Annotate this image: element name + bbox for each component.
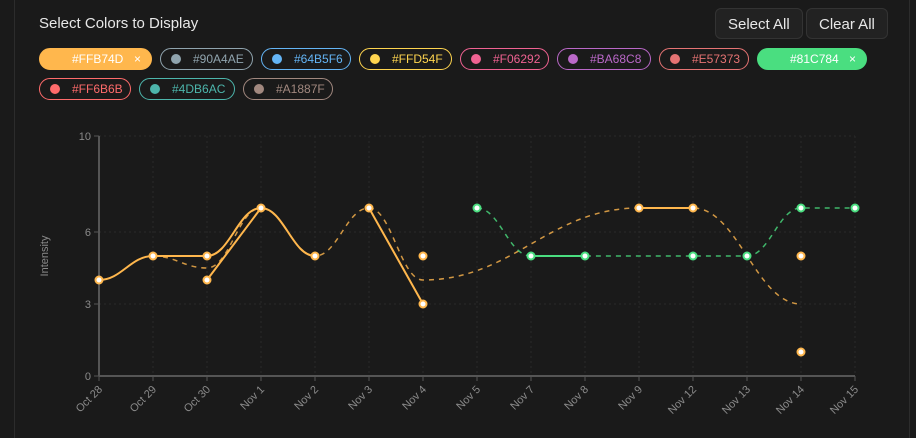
data-point — [688, 203, 698, 213]
series-line — [206, 207, 262, 281]
color-chip[interactable]: #F06292 — [460, 48, 549, 70]
color-swatch-icon — [568, 54, 578, 64]
color-chip[interactable]: #A1887F — [243, 78, 333, 100]
x-tick-label: Nov 9 — [616, 384, 645, 413]
color-swatch-icon — [370, 54, 380, 64]
x-tick-label: Nov 2 — [292, 384, 321, 413]
close-icon[interactable]: × — [848, 52, 856, 66]
data-point — [796, 251, 806, 261]
chip-label: #81C784 — [790, 52, 839, 66]
color-chip[interactable]: #81C784 × — [757, 48, 867, 70]
x-tick-label: Nov 12 — [666, 384, 699, 417]
y-tick-label: 3 — [85, 299, 91, 311]
chip-label: #E57373 — [692, 52, 741, 66]
y-tick-label: 0 — [85, 371, 91, 383]
data-point — [796, 203, 806, 213]
color-swatch-icon — [50, 84, 60, 94]
data-point — [418, 299, 428, 309]
data-point — [634, 203, 644, 213]
data-point — [256, 203, 266, 213]
chart-panel — [14, 0, 910, 438]
x-tick-label: Nov 15 — [828, 384, 861, 417]
y-axis-label: Intensity — [39, 235, 51, 276]
data-point — [94, 275, 104, 285]
panel-title: Select Colors to Display — [39, 15, 199, 32]
color-swatch-icon — [670, 54, 680, 64]
data-point — [580, 251, 590, 261]
x-tick-label: Oct 30 — [182, 384, 213, 415]
data-point — [202, 251, 212, 261]
x-tick-label: Nov 13 — [720, 384, 753, 417]
color-chip[interactable]: #4DB6AC — [139, 78, 235, 100]
x-tick-label: Oct 28 — [74, 384, 105, 415]
chip-label: #FF6B6B — [72, 82, 123, 96]
y-tick-label: 10 — [79, 131, 91, 143]
color-swatch-icon — [272, 54, 282, 64]
x-tick-label: Nov 7 — [508, 384, 537, 413]
trend-line — [476, 207, 855, 257]
color-chip[interactable]: #FFB74D × — [39, 48, 152, 70]
x-tick-label: Oct 29 — [128, 384, 159, 415]
color-swatch-icon — [254, 84, 264, 94]
data-point — [742, 251, 752, 261]
x-tick-label: Nov 1 — [238, 384, 267, 413]
x-tick-label: Nov 4 — [400, 384, 429, 413]
chip-label: #4DB6AC — [172, 82, 226, 96]
data-point — [526, 251, 536, 261]
x-tick-label: Nov 8 — [562, 384, 591, 413]
color-chip[interactable]: #FF6B6B — [39, 78, 131, 100]
color-swatch-icon — [471, 54, 481, 64]
series-line — [98, 206, 316, 281]
y-tick-label: 6 — [85, 227, 91, 239]
series-line — [368, 207, 424, 305]
color-chip[interactable]: #FFD54F — [359, 48, 452, 70]
color-swatch-icon — [150, 84, 160, 94]
data-point — [688, 251, 698, 261]
data-point — [310, 251, 320, 261]
data-point — [850, 203, 860, 213]
data-point — [148, 251, 158, 261]
x-tick-label: Nov 3 — [346, 384, 375, 413]
data-point — [202, 275, 212, 285]
chip-label: #FFB74D — [72, 52, 124, 66]
data-point — [364, 203, 374, 213]
close-icon[interactable]: × — [133, 52, 141, 66]
chip-label: #FFD54F — [392, 52, 443, 66]
x-tick-label: Nov 14 — [774, 384, 807, 417]
select-all-button[interactable]: Select All — [715, 8, 803, 39]
chip-label: #BA68C8 — [590, 52, 642, 66]
data-point — [472, 203, 482, 213]
color-swatch-icon — [171, 54, 181, 64]
color-chip[interactable]: #BA68C8 — [557, 48, 651, 70]
chip-label: #F06292 — [493, 52, 541, 66]
chip-label: #64B5F6 — [294, 52, 343, 66]
color-chip[interactable]: #90A4AE — [160, 48, 253, 70]
data-point — [796, 347, 806, 357]
color-chip[interactable]: #64B5F6 — [261, 48, 351, 70]
clear-all-button[interactable]: Clear All — [806, 8, 888, 39]
color-chip[interactable]: #E57373 — [659, 48, 749, 70]
chip-label: #90A4AE — [193, 52, 244, 66]
data-point — [418, 251, 428, 261]
x-tick-label: Nov 5 — [454, 384, 483, 413]
chip-label: #A1887F — [276, 82, 325, 96]
